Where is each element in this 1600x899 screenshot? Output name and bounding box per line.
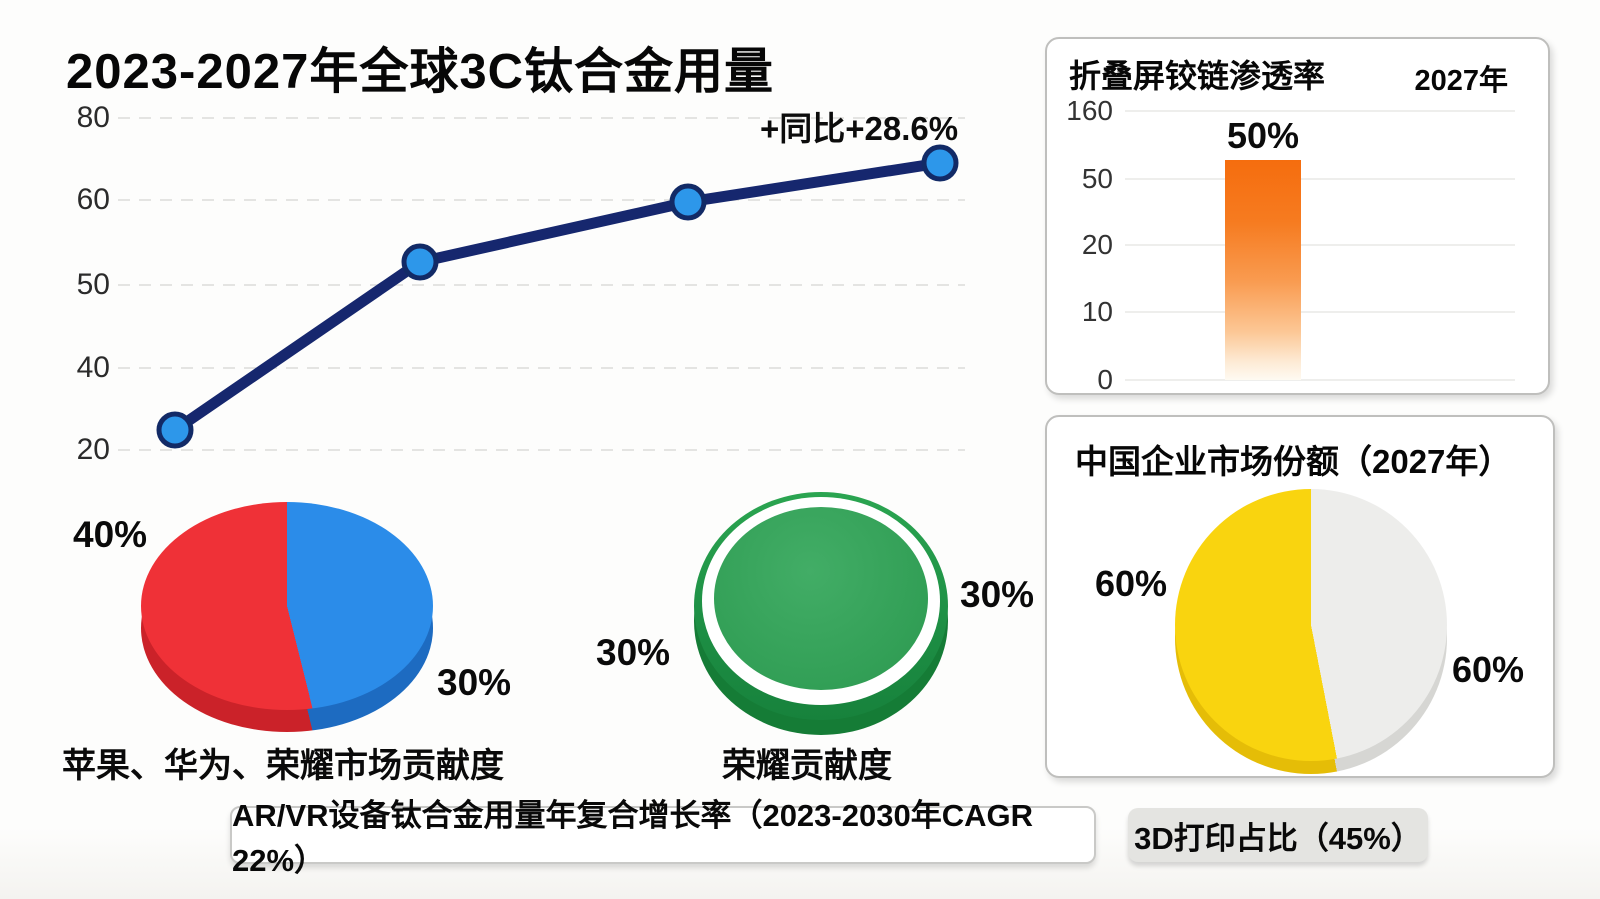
- hinge-panel-title: 折叠屏铰链渗透率: [1069, 58, 1326, 94]
- hinge-y-tick-20: 20: [1081, 229, 1113, 260]
- y-tick-50: 50: [76, 268, 110, 301]
- usage-line-series: [169, 157, 946, 436]
- share-pie-label-left: 60%: [1095, 563, 1168, 604]
- market-pie-label-left: 40%: [73, 514, 148, 555]
- china-share-pie: [1175, 489, 1447, 774]
- pie-slice-layer: [141, 502, 433, 710]
- line-chart-svg: [118, 117, 965, 451]
- gridline: [1125, 379, 1515, 381]
- gridline: [1125, 311, 1515, 313]
- share-panel-title: 中国企业市场份额（2027年）: [1075, 443, 1512, 480]
- y-tick-60: 60: [76, 183, 110, 216]
- market-pie-label-right: 30%: [437, 662, 512, 703]
- print-share-footer-note: 3D打印占比（45%）: [1128, 808, 1428, 862]
- cagr-footer-text: AR/VR设备钛合金用量年复合增长率（2023-2030年CAGR 22%）: [232, 798, 1033, 878]
- pie-slice-layer: [1175, 489, 1447, 761]
- hinge-panel-year: 2027年: [1414, 65, 1508, 97]
- print-share-footer-text: 3D打印占比（45%）: [1134, 820, 1422, 856]
- penetration-bar-label: 50%: [1226, 115, 1300, 156]
- gridlines: [118, 117, 965, 451]
- market-contribution-pie: [141, 502, 433, 732]
- main-title: 2023-2027年全球3C钛合金用量: [66, 45, 774, 99]
- market-pie-caption: 苹果、华为、荣耀市场贡献度: [62, 747, 504, 785]
- hinge-y-tick-160: 160: [1066, 95, 1113, 126]
- honor-pie-caption: 荣耀贡献度: [722, 747, 892, 785]
- hinge-penetration-panel: 折叠屏铰链渗透率 2027年 160 50 20 10 0 50%: [1045, 37, 1550, 395]
- gridline: [1125, 178, 1515, 180]
- y-tick-80: 80: [76, 101, 110, 134]
- honor-pie-label-right: 30%: [960, 574, 1035, 615]
- green-disc: [714, 507, 928, 690]
- honor-pie-label-left: 30%: [596, 632, 671, 673]
- y-tick-20: 20: [76, 433, 110, 466]
- hinge-y-tick-0: 0: [1097, 364, 1113, 395]
- hinge-y-tick-50: 50: [1081, 163, 1113, 194]
- share-pie-label-right: 60%: [1452, 649, 1525, 690]
- data-point-markers: [156, 144, 959, 449]
- y-tick-40: 40: [76, 351, 110, 384]
- cagr-footer-note: AR/VR设备钛合金用量年复合增长率（2023-2030年CAGR 22%）: [230, 798, 1096, 878]
- honor-contribution-pie: [694, 492, 948, 735]
- penetration-bar: [1225, 160, 1301, 380]
- yoy-annotation: +同比+28.6%: [760, 110, 959, 147]
- gridline: [1125, 244, 1515, 246]
- hinge-y-tick-10: 10: [1081, 296, 1113, 327]
- china-share-panel: 中国企业市场份额（2027年） 60% 60%: [1045, 415, 1555, 778]
- gridline: [1125, 110, 1515, 112]
